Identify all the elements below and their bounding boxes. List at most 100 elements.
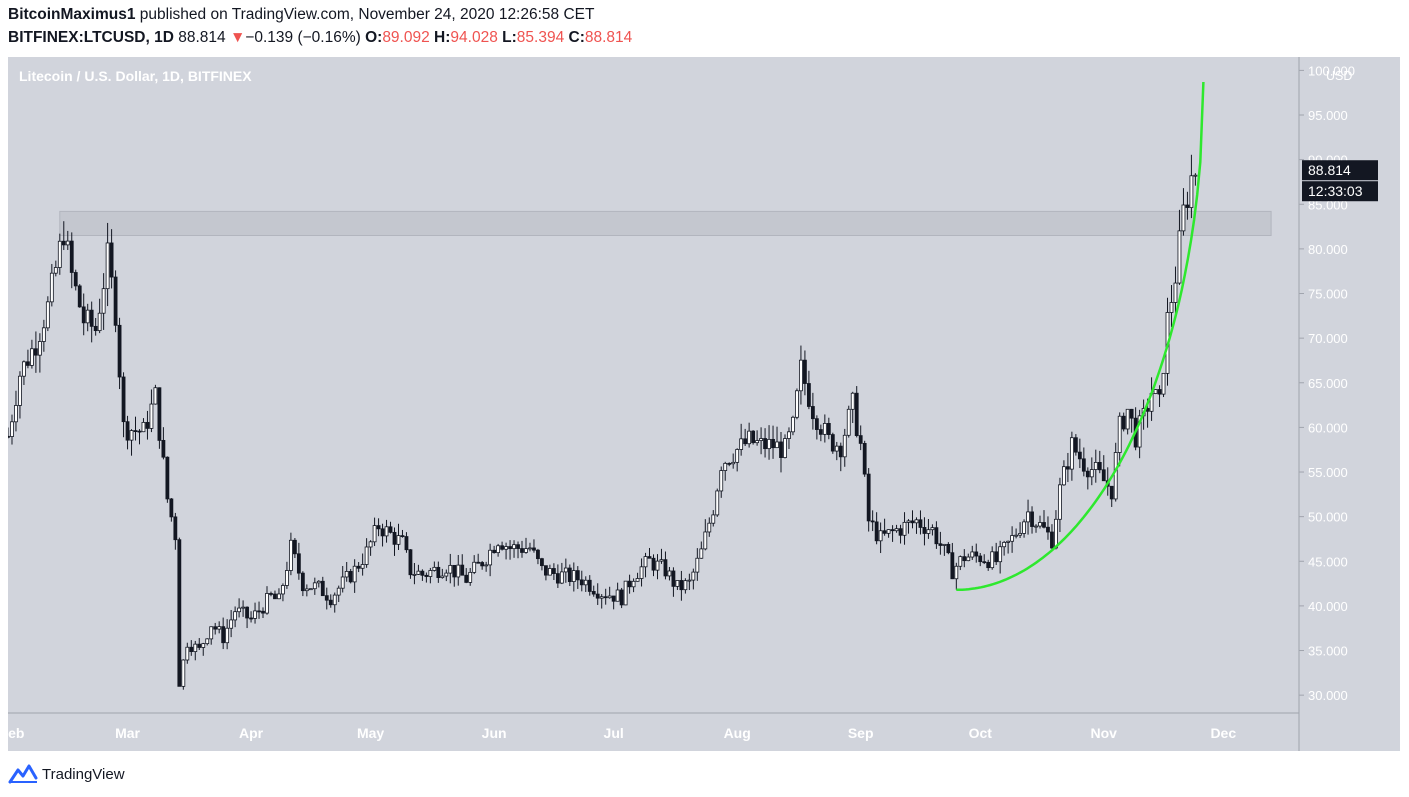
- candle[interactable]: [444, 569, 449, 582]
- candle[interactable]: [990, 546, 995, 570]
- candle[interactable]: [308, 588, 313, 591]
- candle[interactable]: [61, 221, 66, 251]
- candle[interactable]: [667, 566, 672, 581]
- candle[interactable]: [261, 607, 265, 618]
- candle[interactable]: [838, 442, 843, 472]
- candle[interactable]: [137, 429, 142, 445]
- candle[interactable]: [456, 554, 461, 586]
- candle[interactable]: [771, 425, 775, 459]
- candle[interactable]: [1022, 519, 1026, 538]
- candle[interactable]: [966, 553, 971, 562]
- candle[interactable]: [563, 558, 568, 583]
- candle[interactable]: [69, 232, 74, 289]
- candle[interactable]: [826, 417, 831, 440]
- candle[interactable]: [643, 552, 648, 578]
- candle[interactable]: [906, 519, 911, 534]
- candle[interactable]: [623, 580, 628, 606]
- candle[interactable]: [946, 542, 951, 555]
- candle[interactable]: [842, 428, 847, 467]
- candle[interactable]: [982, 554, 987, 565]
- candle[interactable]: [930, 524, 935, 536]
- candle[interactable]: [787, 427, 791, 449]
- candle[interactable]: [591, 585, 596, 597]
- candle[interactable]: [332, 592, 337, 613]
- candle[interactable]: [743, 428, 748, 447]
- candle[interactable]: [651, 554, 656, 577]
- candle[interactable]: [89, 301, 94, 343]
- candle[interactable]: [257, 601, 261, 619]
- candle[interactable]: [416, 564, 421, 575]
- candle[interactable]: [292, 538, 297, 559]
- candle[interactable]: [886, 529, 891, 538]
- candle[interactable]: [460, 554, 465, 576]
- candle[interactable]: [289, 532, 293, 576]
- candle[interactable]: [41, 319, 46, 352]
- candle[interactable]: [133, 416, 138, 441]
- candle[interactable]: [328, 594, 333, 608]
- candle[interactable]: [1046, 516, 1050, 540]
- candle[interactable]: [1006, 540, 1011, 554]
- brand-name[interactable]: TradingView: [42, 765, 125, 783]
- candle[interactable]: [324, 587, 329, 610]
- candle[interactable]: [8, 427, 10, 439]
- candle[interactable]: [316, 580, 321, 588]
- candle[interactable]: [93, 317, 98, 336]
- candle[interactable]: [1161, 372, 1166, 398]
- candle[interactable]: [1050, 524, 1054, 550]
- candle[interactable]: [635, 572, 640, 582]
- candle[interactable]: [516, 541, 520, 559]
- candle[interactable]: [1109, 485, 1114, 507]
- candle[interactable]: [229, 609, 234, 638]
- candle[interactable]: [496, 543, 501, 557]
- candle[interactable]: [141, 418, 146, 433]
- candle[interactable]: [715, 488, 720, 517]
- candle[interactable]: [1117, 412, 1122, 467]
- candle[interactable]: [938, 531, 943, 555]
- candle[interactable]: [1018, 522, 1022, 539]
- candle[interactable]: [129, 429, 134, 456]
- candle[interactable]: [241, 600, 245, 617]
- candle[interactable]: [1030, 506, 1034, 534]
- author-name[interactable]: BitcoinMaximus1: [8, 6, 136, 23]
- candle[interactable]: [675, 580, 680, 590]
- candle[interactable]: [559, 562, 564, 585]
- parabolic-curve[interactable]: [956, 81, 1205, 592]
- candle[interactable]: [1129, 408, 1134, 433]
- candle[interactable]: [735, 448, 740, 472]
- candle[interactable]: [312, 577, 317, 595]
- candle[interactable]: [822, 414, 827, 443]
- candle[interactable]: [1034, 524, 1038, 533]
- candle[interactable]: [340, 566, 345, 593]
- candle[interactable]: [1153, 388, 1158, 395]
- candle[interactable]: [281, 583, 285, 602]
- candle[interactable]: [512, 540, 516, 558]
- candle[interactable]: [464, 568, 469, 584]
- candle[interactable]: [918, 510, 923, 535]
- candle[interactable]: [424, 572, 429, 583]
- candle[interactable]: [364, 538, 369, 568]
- candle[interactable]: [1177, 209, 1182, 285]
- candle[interactable]: [476, 553, 481, 564]
- candle[interactable]: [117, 317, 122, 390]
- candle[interactable]: [703, 519, 708, 551]
- candle[interactable]: [1062, 460, 1066, 486]
- candle[interactable]: [1185, 191, 1190, 220]
- candle[interactable]: [1173, 266, 1178, 318]
- candle[interactable]: [691, 568, 696, 590]
- candle[interactable]: [723, 461, 728, 481]
- candle[interactable]: [540, 557, 544, 571]
- candle[interactable]: [1010, 526, 1015, 553]
- candle[interactable]: [468, 568, 473, 586]
- candle[interactable]: [731, 453, 736, 469]
- candle[interactable]: [1038, 515, 1042, 529]
- candle[interactable]: [400, 529, 405, 538]
- candle[interactable]: [755, 430, 759, 446]
- candle[interactable]: [181, 659, 186, 690]
- candle[interactable]: [320, 576, 325, 597]
- candle[interactable]: [763, 428, 767, 458]
- candle[interactable]: [165, 456, 170, 503]
- candle[interactable]: [113, 270, 118, 333]
- candle[interactable]: [583, 576, 588, 592]
- candle[interactable]: [850, 391, 855, 424]
- candle[interactable]: [627, 574, 632, 594]
